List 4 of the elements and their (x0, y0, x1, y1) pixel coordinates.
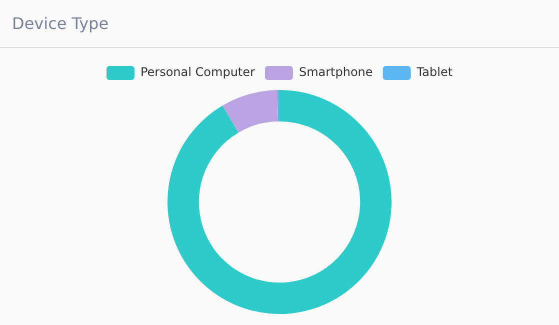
legend-label: Smartphone (298, 65, 373, 80)
legend-label: Tablet (416, 65, 453, 80)
legend-label: Personal Computer (140, 65, 256, 80)
chart-title: Device Type (0, 0, 559, 48)
